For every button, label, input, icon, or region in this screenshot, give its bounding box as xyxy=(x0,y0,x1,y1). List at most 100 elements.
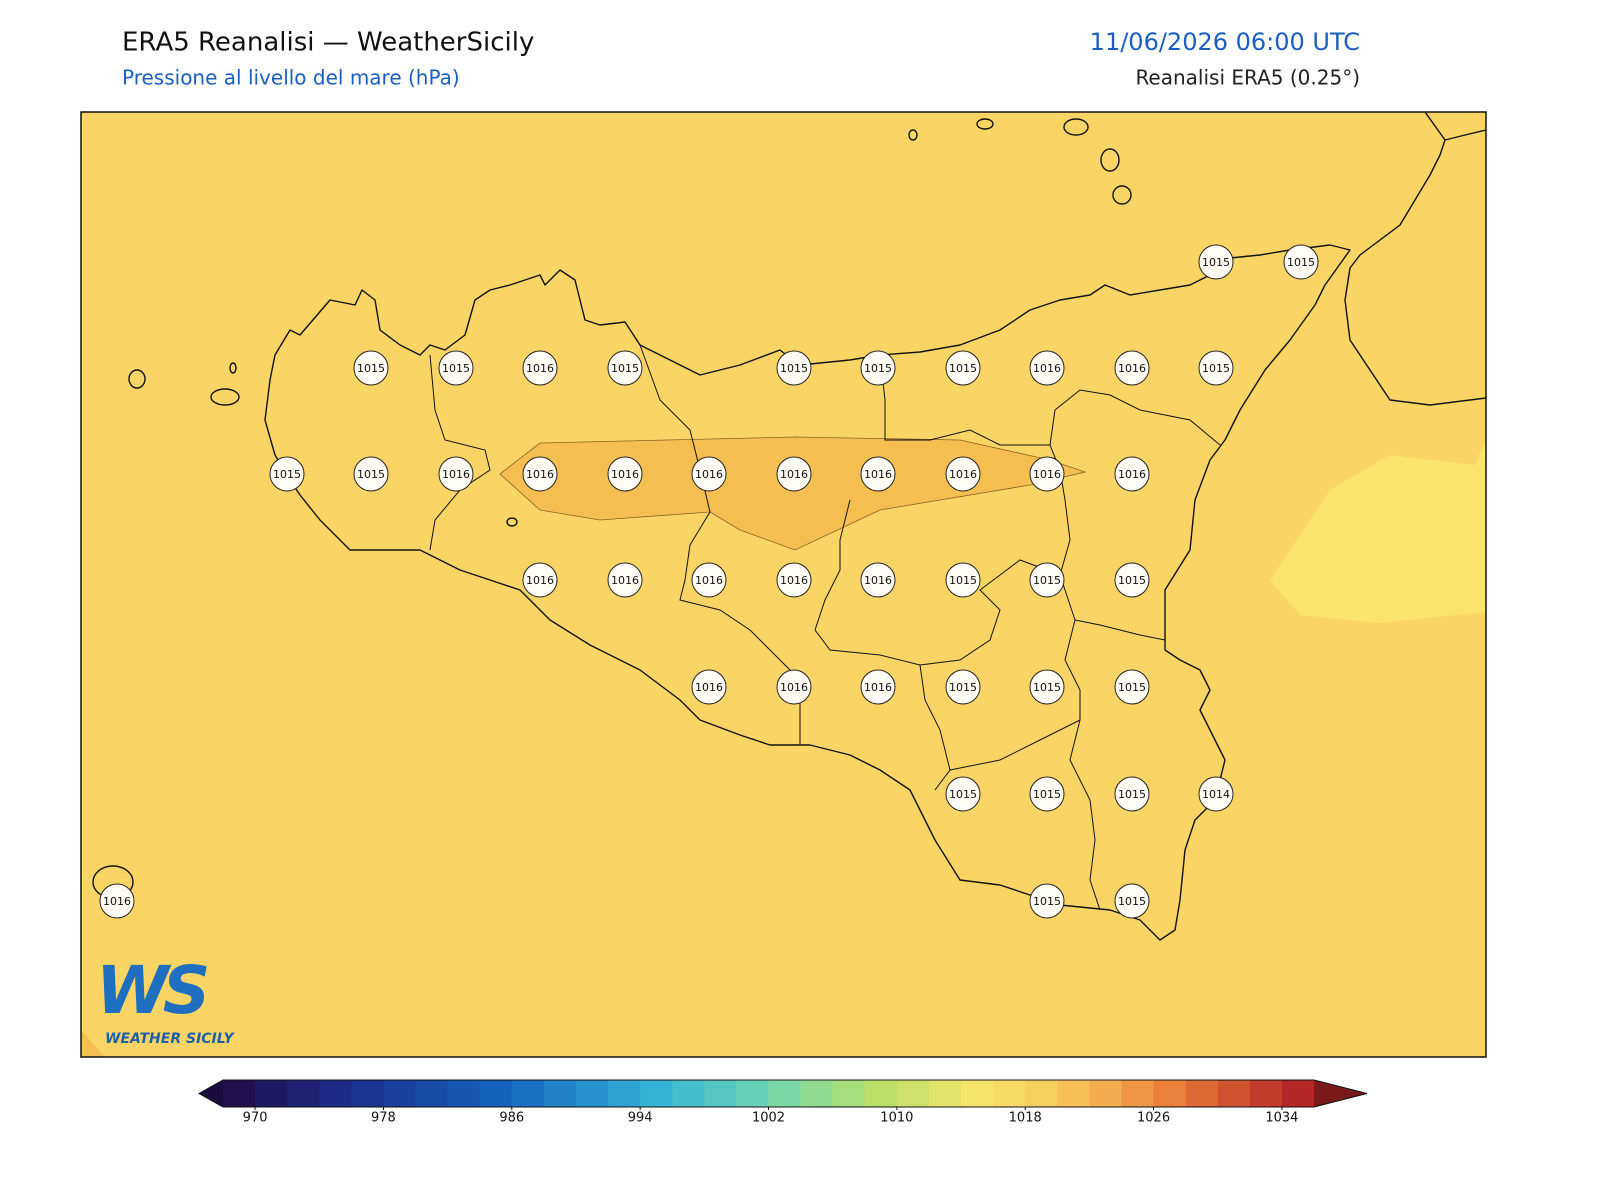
station-marker xyxy=(607,456,643,492)
stations: 1015 1015 1015 1015 1016 1015 1015 1015 1015 1016… xyxy=(99,244,1319,919)
station-value: 1016 xyxy=(611,468,639,481)
colorbar-segment xyxy=(319,1080,352,1107)
colorbar-segment xyxy=(383,1080,417,1107)
station-value: 1015 xyxy=(357,362,385,375)
colorbar-tick-label: 1026 xyxy=(1137,1111,1170,1126)
colorbar-segment xyxy=(1217,1080,1251,1107)
station-marker xyxy=(776,456,812,492)
station-marker xyxy=(269,456,305,492)
datetime: 11/06/2026 06:00 UTC xyxy=(1090,28,1360,56)
colorbar-segment xyxy=(287,1080,320,1107)
colorbar-segment xyxy=(351,1080,384,1107)
station-marker xyxy=(945,456,981,492)
colorbar-segment xyxy=(447,1080,481,1107)
station-marker xyxy=(691,562,727,598)
station-marker xyxy=(860,456,896,492)
station-value: 1016 xyxy=(864,681,892,694)
field-light xyxy=(1270,440,1486,623)
station-marker xyxy=(860,350,896,386)
colorbar-segment xyxy=(864,1080,898,1107)
colorbar-segment xyxy=(640,1080,673,1107)
station-value: 1015 xyxy=(1033,681,1061,694)
station-value: 1016 xyxy=(1118,362,1146,375)
station-marker xyxy=(438,350,474,386)
station-marker xyxy=(776,669,812,705)
station-marker xyxy=(1029,350,1065,386)
station-marker xyxy=(1029,883,1065,919)
station-value: 1015 xyxy=(442,362,470,375)
station-value: 1016 xyxy=(1033,468,1061,481)
station-marker xyxy=(945,562,981,598)
islands xyxy=(92,118,1132,899)
station-marker xyxy=(945,350,981,386)
station-value: 1016 xyxy=(695,574,723,587)
logo-mark: WS xyxy=(96,952,207,1029)
station-value: 1016 xyxy=(1118,468,1146,481)
map: 1015 1015 1015 1015 1016 1015 1015 1015 1015 1016… xyxy=(81,112,1486,1057)
colorbar: 970 978 986 994 1002 1010 1018 1026 1034 xyxy=(197,1079,1368,1126)
station-marker xyxy=(522,456,558,492)
station-marker xyxy=(1198,776,1234,812)
colorbar-tick-label: 978 xyxy=(371,1111,396,1126)
station-value: 1016 xyxy=(780,681,808,694)
station-value: 1016 xyxy=(695,468,723,481)
station-value: 1016 xyxy=(611,574,639,587)
colorbar-segment xyxy=(800,1080,834,1107)
colorbar-tick-label: 1002 xyxy=(752,1111,785,1126)
station-marker xyxy=(1114,776,1150,812)
station-value: 1015 xyxy=(273,468,301,481)
station-value: 1015 xyxy=(949,574,977,587)
station-marker xyxy=(522,562,558,598)
station-value: 1015 xyxy=(1118,574,1146,587)
subtitle: Pressione al livello del mare (hPa) xyxy=(122,66,460,90)
station-value: 1016 xyxy=(442,468,470,481)
station-marker xyxy=(691,669,727,705)
station-value: 1016 xyxy=(103,895,131,908)
station-value: 1015 xyxy=(1033,788,1061,801)
station-value: 1015 xyxy=(357,468,385,481)
colorbar-segment xyxy=(961,1080,994,1107)
station-value: 1015 xyxy=(864,362,892,375)
station-value: 1016 xyxy=(780,468,808,481)
station-value: 1014 xyxy=(1202,788,1230,801)
colorbar-tick-label: 1010 xyxy=(880,1111,913,1126)
station-marker xyxy=(1198,244,1234,280)
colorbar-segment xyxy=(736,1080,769,1107)
station-marker xyxy=(860,562,896,598)
station-value: 1015 xyxy=(611,362,639,375)
calabria-coast xyxy=(1344,112,1486,406)
station-marker xyxy=(691,456,727,492)
station-value: 1015 xyxy=(1118,681,1146,694)
station-marker xyxy=(945,669,981,705)
colorbar-outline xyxy=(197,1079,1368,1108)
station-marker xyxy=(1114,456,1150,492)
colorbar-segment xyxy=(1185,1080,1219,1107)
colorbar-segment xyxy=(415,1080,449,1107)
station-marker xyxy=(776,562,812,598)
colorbar-segment xyxy=(928,1080,962,1107)
station-marker xyxy=(860,669,896,705)
station-value: 1016 xyxy=(695,681,723,694)
colorbar-segment xyxy=(1281,1080,1315,1107)
colorbar-tick-label: 970 xyxy=(243,1111,268,1126)
station-value: 1015 xyxy=(780,362,808,375)
station-marker xyxy=(1114,562,1150,598)
calabria-coast-north xyxy=(1444,129,1486,141)
station-marker xyxy=(99,883,135,919)
colorbar-segment xyxy=(993,1080,1026,1107)
colorbar-segment xyxy=(1249,1080,1283,1107)
station-marker xyxy=(1114,883,1150,919)
colorbar-segment xyxy=(1089,1080,1122,1107)
colorbar-segment xyxy=(608,1080,641,1107)
station-value: 1016 xyxy=(864,468,892,481)
station-marker xyxy=(438,456,474,492)
station-marker xyxy=(945,776,981,812)
colorbar-segment xyxy=(1057,1080,1090,1107)
title: ERA5 Reanalisi — WeatherSicily xyxy=(122,28,534,58)
station-marker xyxy=(353,350,389,386)
colorbar-segment xyxy=(1025,1080,1058,1107)
station-value: 1015 xyxy=(1033,895,1061,908)
field-band xyxy=(499,436,1087,551)
source: Reanalisi ERA5 (0.25°) xyxy=(1135,66,1360,90)
